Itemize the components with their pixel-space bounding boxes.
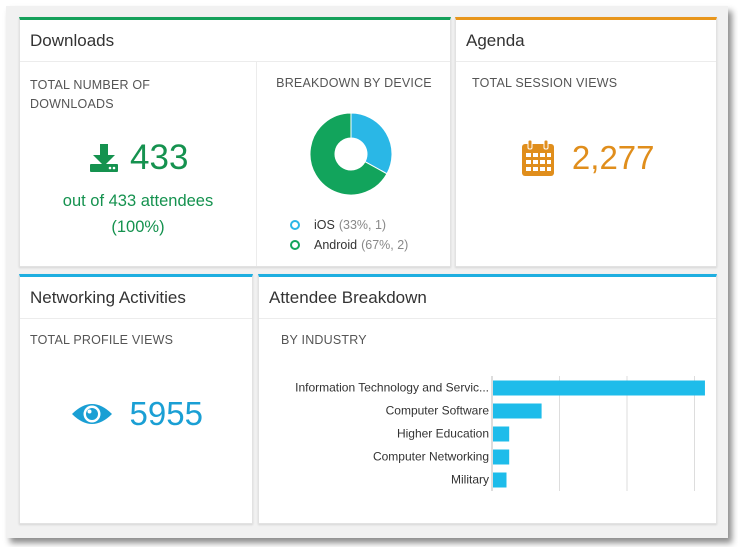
category-label: Higher Education xyxy=(397,427,489,441)
session-views-label: TOTAL SESSION VIEWS xyxy=(472,76,618,90)
industry-bar[interactable] xyxy=(493,403,542,419)
downloads-count: 433 xyxy=(130,138,189,177)
donut-slice-ios[interactable] xyxy=(350,112,393,175)
profile-views-label: TOTAL PROFILE VIEWS xyxy=(30,333,174,347)
agenda-card: Agenda TOTAL SESSION VIEWS 2,277 xyxy=(455,17,717,267)
networking-title: Networking Activities xyxy=(20,277,252,319)
attendee-breakdown-card: Attendee Breakdown BY INDUSTRY Informati… xyxy=(258,274,717,524)
industry-bar-chart: Information Technology and Servic... Comp… xyxy=(295,376,705,491)
downloads-attendees: out of 433 attendees (100%) xyxy=(20,188,256,240)
session-views-count: 2,277 xyxy=(571,139,655,176)
category-label: Computer Networking xyxy=(373,450,489,464)
attendees-line: out of 433 attendees xyxy=(62,192,214,210)
legend-item-android[interactable]: Android (67%, 2) xyxy=(290,235,408,255)
industry-bar[interactable] xyxy=(493,449,510,465)
breakdown-label: BREAKDOWN BY DEVICE xyxy=(276,76,432,90)
device-donut-chart xyxy=(309,112,393,196)
networking-card: Networking Activities TOTAL PROFILE VIEW… xyxy=(19,274,253,524)
session-views-total: 2,277 xyxy=(456,138,718,178)
industry-bar[interactable] xyxy=(493,472,507,488)
device-legend: iOS (33%, 1) Android (67%, 2) xyxy=(290,215,408,255)
by-industry-label: BY INDUSTRY xyxy=(281,333,367,347)
industry-bar[interactable] xyxy=(493,426,510,442)
legend-item-ios[interactable]: iOS (33%, 1) xyxy=(290,215,408,235)
profile-views-count: 5955 xyxy=(129,395,203,432)
category-label: Information Technology and Servic... xyxy=(295,381,489,395)
attendee-title: Attendee Breakdown xyxy=(259,277,716,319)
category-label: Computer Software xyxy=(386,404,490,418)
downloads-card: Downloads TOTAL NUMBER OF DOWNLOADS 433 … xyxy=(19,17,451,267)
industry-bar[interactable] xyxy=(493,380,705,396)
category-label: Military xyxy=(451,473,489,487)
legend-marker-android xyxy=(290,240,300,250)
eye-icon xyxy=(71,404,117,424)
profile-views-total: 5955 xyxy=(20,395,254,433)
total-downloads-label: TOTAL NUMBER OF DOWNLOADS xyxy=(30,78,151,111)
download-icon xyxy=(88,144,124,172)
percent-line: (100%) xyxy=(111,218,165,236)
legend-name-ios: iOS xyxy=(314,218,335,232)
agenda-title: Agenda xyxy=(456,20,716,62)
legend-detail-ios: (33%, 1) xyxy=(338,218,387,232)
calendar-icon xyxy=(519,139,561,176)
legend-marker-ios xyxy=(290,220,300,230)
downloads-total: 433 xyxy=(20,138,256,178)
dashboard-frame: Downloads TOTAL NUMBER OF DOWNLOADS 433 … xyxy=(6,6,728,538)
legend-name-android: Android xyxy=(314,238,358,252)
donut-slice-android[interactable] xyxy=(309,112,388,196)
downloads-divider xyxy=(256,62,257,266)
legend-detail-android: (67%, 2) xyxy=(361,238,409,252)
downloads-title: Downloads xyxy=(20,20,450,62)
